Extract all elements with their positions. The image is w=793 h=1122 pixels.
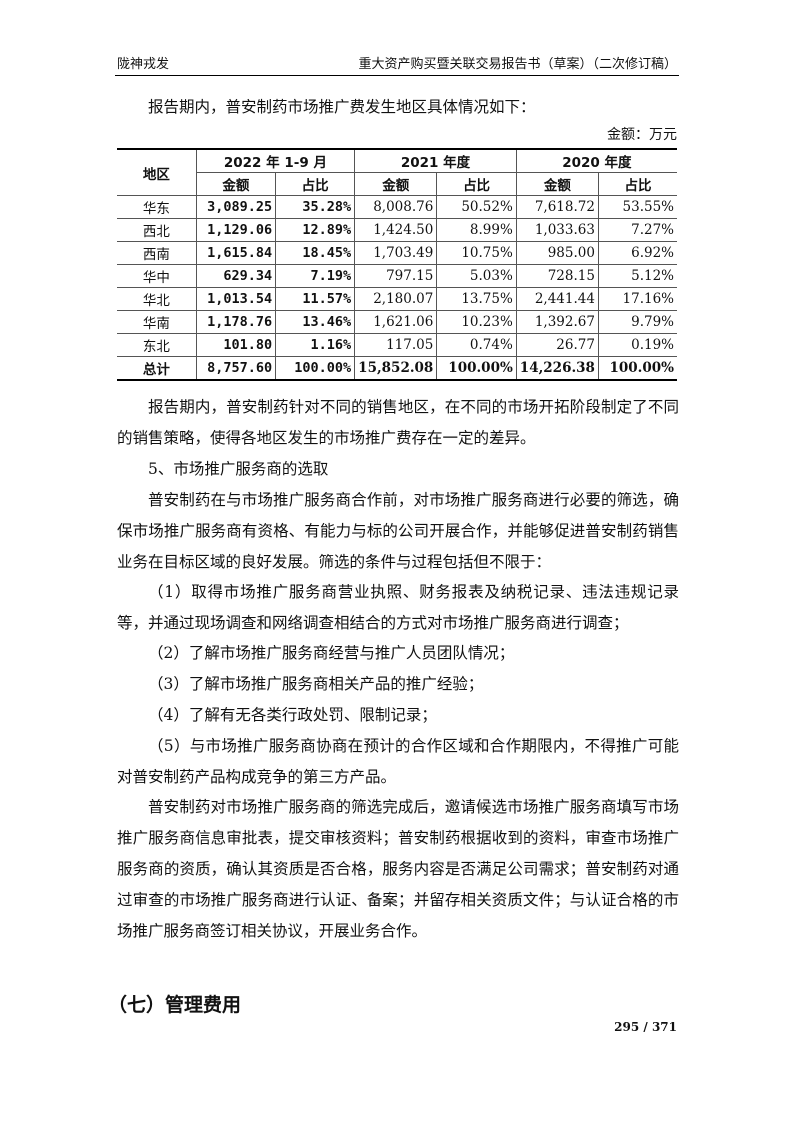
list-item: （1）取得市场推广服务商营业执照、财务报表及纳税记录、违法违规记录等，并通过现场… bbox=[117, 583, 679, 632]
ratio-cell: 5.12% bbox=[597, 264, 677, 288]
amount-cell: 728.15 bbox=[515, 264, 599, 288]
amount-cell: 1,033.63 bbox=[515, 218, 599, 242]
ratio-cell: 100.00% bbox=[275, 356, 356, 381]
ratio-cell: 0.74% bbox=[436, 333, 517, 357]
ratio-cell: 18.45% bbox=[275, 241, 356, 265]
ratio-header: 占比 bbox=[275, 172, 356, 196]
subsection-heading: 5、市场推广服务商的选取 bbox=[148, 460, 329, 478]
period-header: 2021 年度 bbox=[354, 148, 517, 173]
amount-cell: 2,441.44 bbox=[515, 287, 599, 311]
ratio-header: 占比 bbox=[436, 172, 517, 196]
ratio-cell: 13.75% bbox=[436, 287, 517, 311]
amount-cell: 629.34 bbox=[195, 264, 277, 288]
amount-cell: 26.77 bbox=[515, 333, 599, 357]
region-cell: 东北 bbox=[117, 333, 197, 357]
ratio-cell: 35.28% bbox=[275, 195, 356, 219]
amount-cell: 117.05 bbox=[354, 333, 438, 357]
table-row: 西北 1,129.06 12.89% 1,424.50 8.99% 1,033.63 7.2… bbox=[117, 218, 677, 242]
ratio-cell: 7.27% bbox=[597, 218, 677, 242]
ratio-cell: 7.19% bbox=[275, 264, 356, 288]
amount-cell: 985.00 bbox=[515, 241, 599, 265]
unit-label: 金额：万元 bbox=[607, 127, 677, 143]
list-item: （2）了解市场推广服务商经营与推广人员团队情况； bbox=[148, 644, 515, 662]
amount-cell: 1,129.06 bbox=[195, 218, 277, 242]
paragraph: 普安制药对市场推广服务商的筛选完成后，邀请候选市场推广服务商填写市场推广服务商信… bbox=[117, 798, 679, 940]
amount-cell: 1,703.49 bbox=[354, 241, 438, 265]
ratio-cell: 1.16% bbox=[275, 333, 356, 357]
amount-cell: 1,615.84 bbox=[195, 241, 277, 265]
region-cell: 华北 bbox=[117, 287, 197, 311]
ratio-cell: 11.57% bbox=[275, 287, 356, 311]
amount-cell: 1,621.06 bbox=[354, 310, 438, 334]
amount-cell: 7,618.72 bbox=[515, 195, 599, 219]
region-cell: 西南 bbox=[117, 241, 197, 265]
amount-header: 金额 bbox=[354, 172, 438, 196]
amount-header: 金额 bbox=[515, 172, 599, 196]
region-cell: 华南 bbox=[117, 310, 197, 334]
period-header: 2022 年 1-9 月 bbox=[195, 148, 356, 173]
ratio-cell: 50.52% bbox=[436, 195, 517, 219]
amount-cell: 1,013.54 bbox=[195, 287, 277, 311]
period-header: 2020 年度 bbox=[515, 148, 677, 173]
region-cell: 西北 bbox=[117, 218, 197, 242]
ratio-cell: 6.92% bbox=[597, 241, 677, 265]
amount-cell: 101.80 bbox=[195, 333, 277, 357]
ratio-cell: 17.16% bbox=[597, 287, 677, 311]
ratio-cell: 100.00% bbox=[436, 356, 517, 381]
page-number: 295 / 371 bbox=[614, 1020, 677, 1034]
table-row: 华北 1,013.54 11.57% 2,180.07 13.75% 2,441.44 17… bbox=[117, 287, 677, 311]
table-row: 西南 1,615.84 18.45% 1,703.49 10.75% 985.00 6.92… bbox=[117, 241, 677, 265]
amount-cell: 1,392.67 bbox=[515, 310, 599, 334]
region-cell: 华东 bbox=[117, 195, 197, 219]
header-left: 陇神戎发 bbox=[117, 57, 170, 72]
section-heading: （七）管理费用 bbox=[108, 994, 242, 1016]
intro-paragraph: 报告期内，普安制药市场推广费发生地区具体情况如下： bbox=[148, 98, 536, 116]
table-row: 华东 3,089.25 35.28% 8,008.76 50.52% 7,618.72 53… bbox=[117, 195, 677, 219]
list-item: （3）了解市场推广服务商相关产品的推广经验； bbox=[148, 675, 484, 693]
amount-header: 金额 bbox=[196, 172, 277, 196]
table-row: 华中 629.34 7.19% 797.15 5.03% 728.15 5.12% bbox=[117, 264, 677, 288]
total-row: 总计 8,757.60 100.00% 15,852.08 100.00% 14,226.… bbox=[117, 356, 677, 381]
region-cell: 华中 bbox=[117, 264, 197, 288]
list-item: （5）与市场推广服务商协商在预计的合作区域和合作期限内，不得推广可能对普安制药产… bbox=[117, 737, 679, 786]
amount-cell: 2,180.07 bbox=[354, 287, 438, 311]
ratio-cell: 53.55% bbox=[597, 195, 677, 219]
amount-cell: 14,226.38 bbox=[515, 356, 599, 381]
ratio-cell: 12.89% bbox=[275, 218, 356, 242]
region-cell: 总计 bbox=[117, 356, 197, 381]
ratio-cell: 8.99% bbox=[436, 218, 517, 242]
amount-cell: 8,008.76 bbox=[354, 195, 438, 219]
table-row: 东北 101.80 1.16% 117.05 0.74% 26.77 0.19% bbox=[117, 333, 677, 357]
amount-cell: 8,757.60 bbox=[195, 356, 277, 381]
table-row: 华南 1,178.76 13.46% 1,621.06 10.23% 1,392.67 9.… bbox=[117, 310, 677, 334]
amount-cell: 15,852.08 bbox=[354, 356, 438, 381]
ratio-cell: 10.23% bbox=[436, 310, 517, 334]
header-right: 重大资产购买暨关联交易报告书（草案）（二次修订稿） bbox=[358, 57, 677, 72]
amount-cell: 1,178.76 bbox=[195, 310, 277, 334]
ratio-cell: 13.46% bbox=[275, 310, 356, 334]
amount-cell: 1,424.50 bbox=[354, 218, 438, 242]
ratio-cell: 5.03% bbox=[436, 264, 517, 288]
list-item: （4）了解有无各类行政处罚、限制记录； bbox=[148, 706, 437, 724]
ratio-cell: 100.00% bbox=[597, 356, 677, 381]
ratio-cell: 0.19% bbox=[597, 333, 677, 357]
amount-cell: 3,089.25 bbox=[195, 195, 277, 219]
amount-cell: 797.15 bbox=[354, 264, 438, 288]
ratio-cell: 9.79% bbox=[597, 310, 677, 334]
regional-expense-table: 地区 2022 年 1-9 月 2021 年度 2020 年度 金额 占比 金额… bbox=[117, 148, 677, 381]
paragraph: 报告期内，普安制药针对不同的销售地区，在不同的市场开拓阶段制定了不同的销售策略，… bbox=[117, 398, 679, 447]
region-header: 地区 bbox=[117, 148, 197, 196]
paragraph: 普安制药在与市场推广服务商合作前，对市场推广服务商进行必要的筛选，确保市场推广服… bbox=[117, 491, 679, 571]
ratio-cell: 10.75% bbox=[436, 241, 517, 265]
ratio-header: 占比 bbox=[597, 172, 677, 196]
header-divider bbox=[115, 75, 679, 76]
